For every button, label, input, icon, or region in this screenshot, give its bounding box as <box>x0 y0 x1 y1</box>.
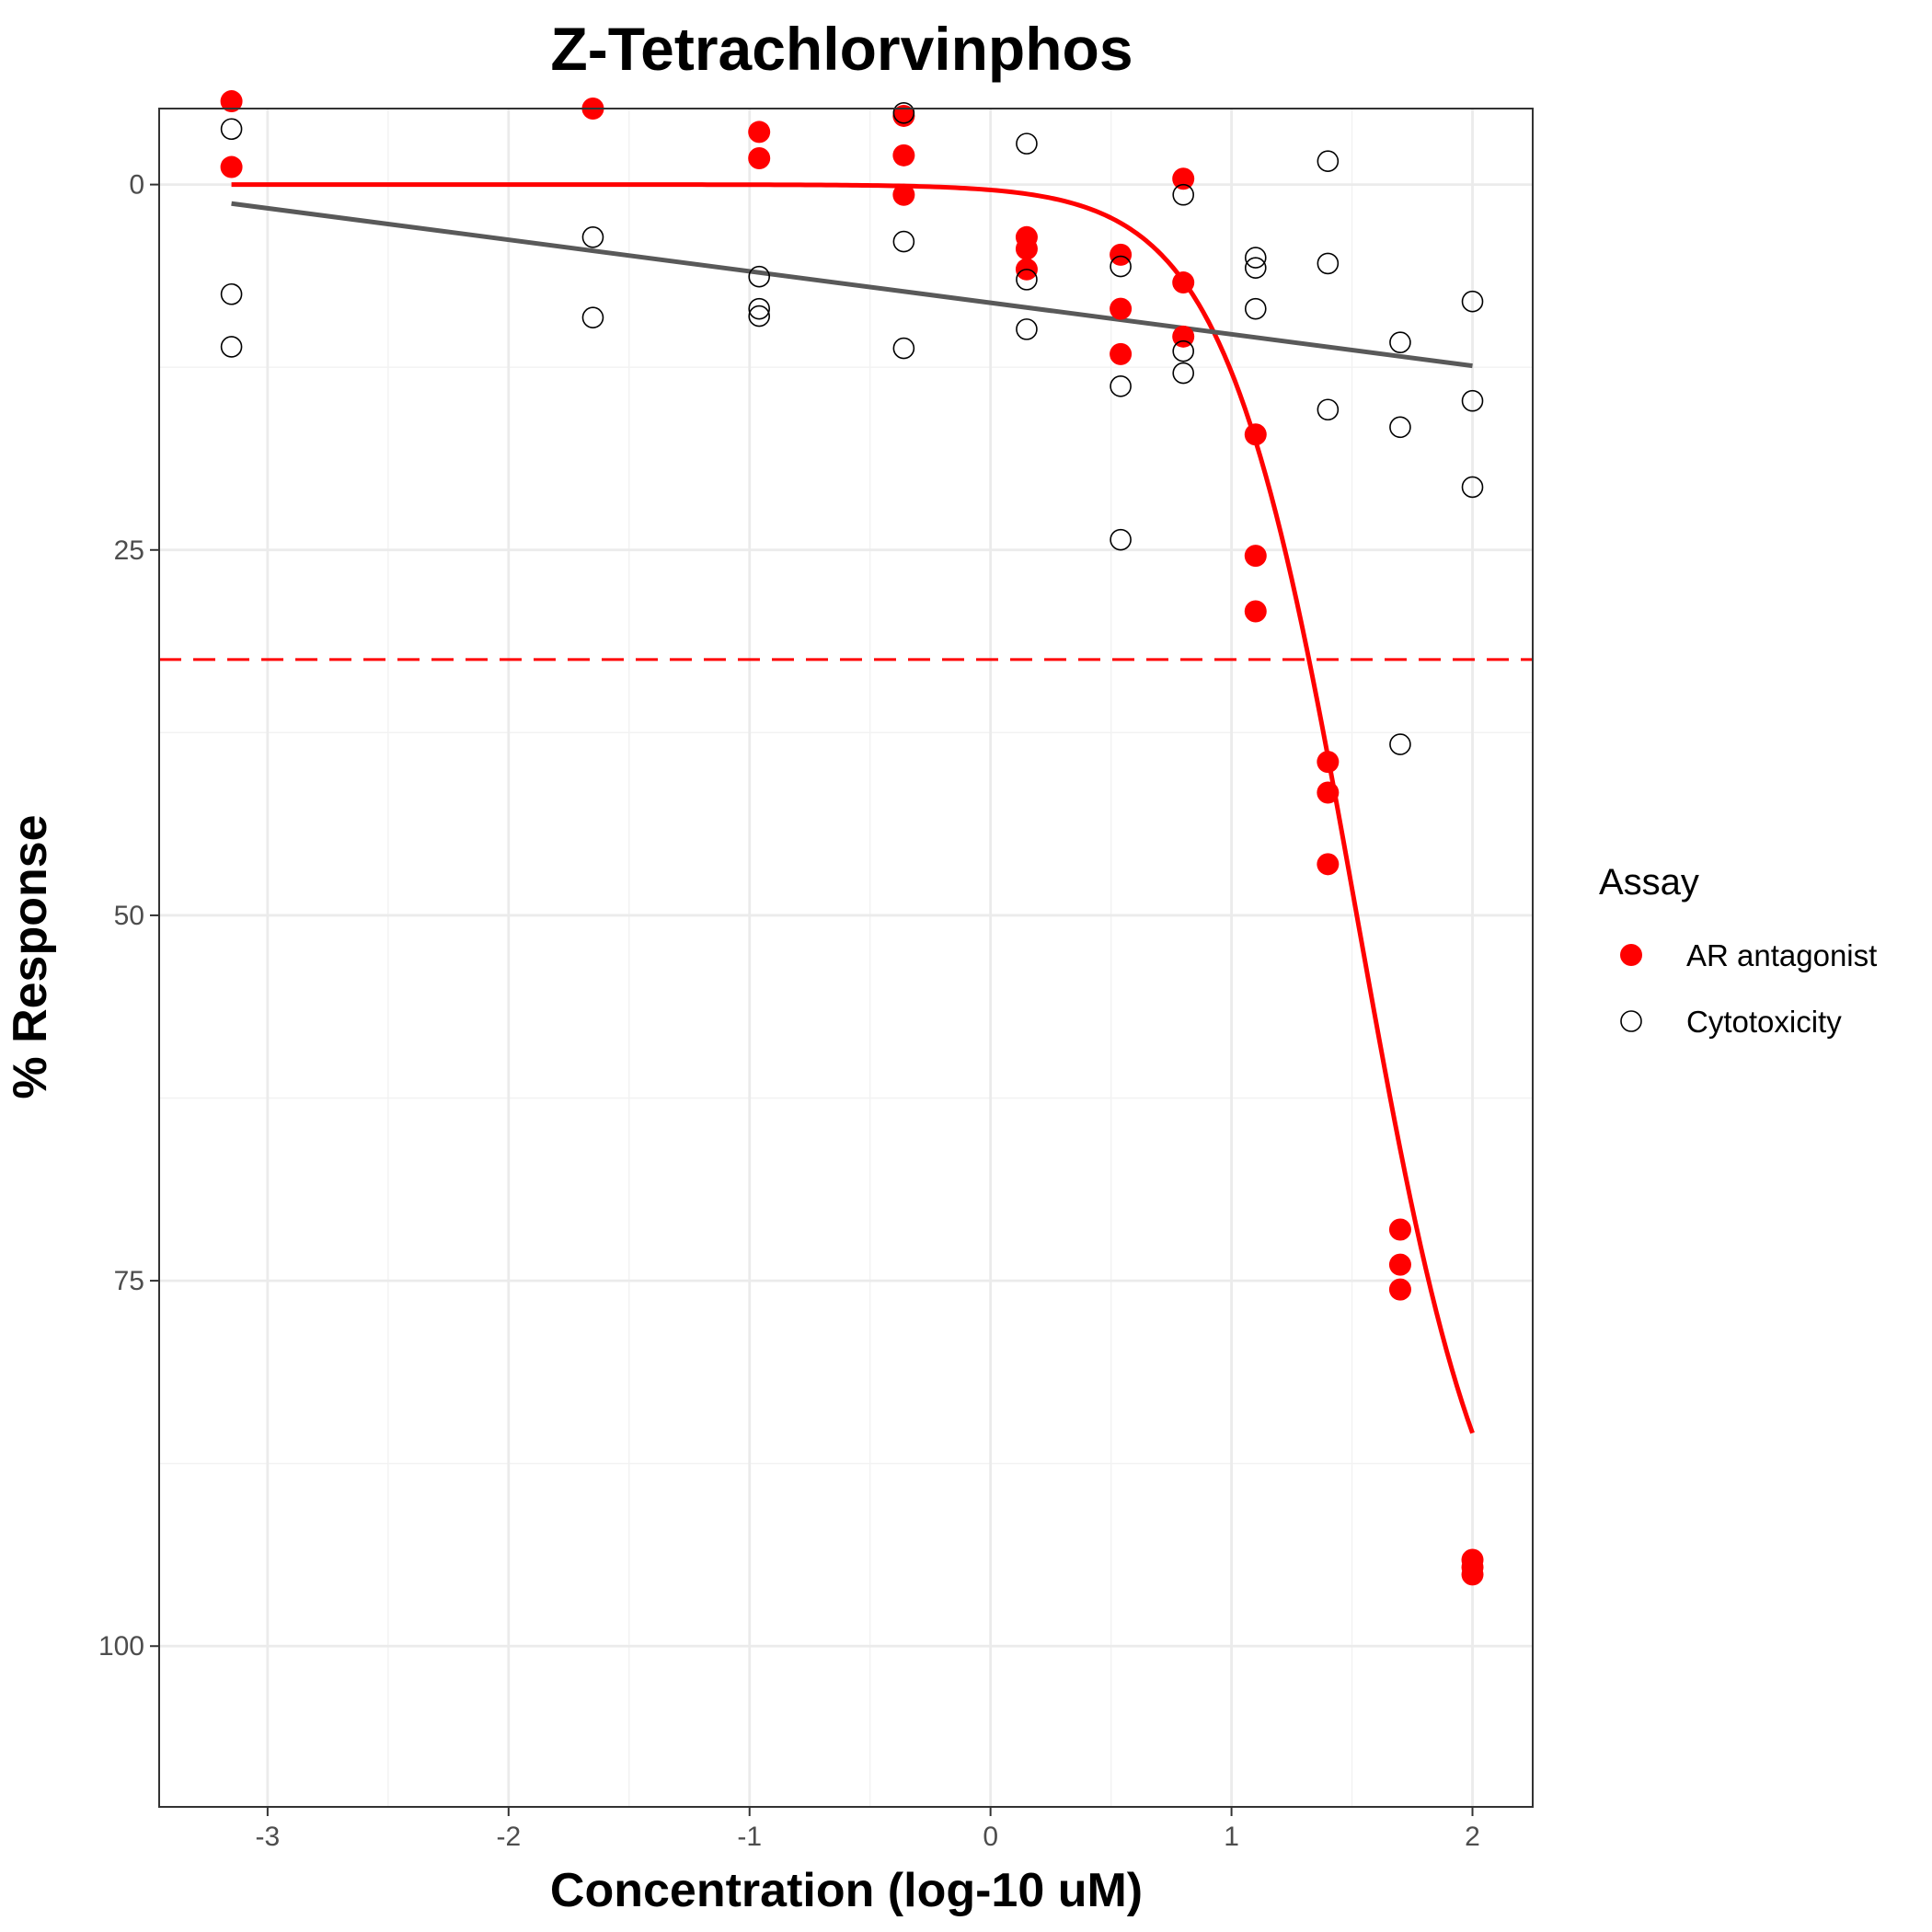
ar-antagonist-point <box>892 144 915 167</box>
cytotoxicity-point <box>892 337 915 360</box>
legend-label-ar-antagonist: AR antagonist <box>1686 938 1877 972</box>
ar-antagonist-point <box>1244 545 1267 568</box>
ar-antagonist-point <box>1317 781 1340 804</box>
ar-antagonist-point <box>1172 271 1195 294</box>
cytotoxicity-point <box>1389 416 1411 439</box>
ar-antagonist-fit-curve <box>231 182 1475 1434</box>
cytotoxicity-point <box>1244 297 1267 320</box>
data-point-layer <box>220 90 1484 1586</box>
cytotoxicity-point <box>1172 183 1195 206</box>
cytotoxicity-point <box>1016 132 1038 155</box>
cytotoxicity-point <box>1172 362 1195 385</box>
ar-antagonist-point <box>1244 600 1267 623</box>
cytotoxicity-point <box>1461 290 1484 313</box>
cytotoxicity-point <box>1461 476 1484 499</box>
ar-antagonist-point <box>892 183 915 206</box>
legend-title: Assay <box>1599 862 1699 903</box>
cytotoxicity-point <box>892 101 915 124</box>
ar-antagonist-point <box>1172 167 1195 190</box>
cytotoxicity-point <box>1110 255 1132 278</box>
ar-antagonist-point <box>1110 243 1133 266</box>
ar-antagonist-point <box>1015 237 1038 260</box>
fit-curve-layer <box>231 182 1475 1434</box>
y-tick-label: 50 <box>114 901 144 931</box>
cytotoxicity-fit-curve <box>231 201 1473 369</box>
y-tick-label: 25 <box>114 535 144 566</box>
cytotoxicity-point <box>748 305 771 328</box>
cytotoxicity-point <box>581 306 604 328</box>
x-tick-label: 0 <box>983 1822 998 1852</box>
cytotoxicity-point <box>220 336 243 358</box>
x-tick-label: 2 <box>1465 1822 1480 1852</box>
cytotoxicity-point <box>1016 269 1038 291</box>
x-axis-title: Concentration (log-10 uM) <box>550 1864 1143 1917</box>
ar-antagonist-point <box>1388 1218 1411 1241</box>
ar-antagonist-point <box>220 90 243 113</box>
y-tick-label: 75 <box>114 1266 144 1296</box>
ar-antagonist-point <box>1388 1278 1411 1301</box>
cytotoxicity-point <box>581 226 604 248</box>
cytotoxicity-point <box>748 297 771 320</box>
cytotoxicity-point <box>220 282 243 305</box>
legend: Assay AR antagonist Cytotoxicity <box>1599 862 1877 1039</box>
panel-border <box>158 108 1534 1808</box>
x-tick-label: -2 <box>496 1822 521 1852</box>
cytotoxicity-point <box>1389 733 1411 755</box>
x-tick-label: 1 <box>1224 1822 1239 1852</box>
ar-antagonist-point <box>1110 342 1133 365</box>
ar-antagonist-point <box>1317 751 1340 774</box>
axis-ticks-layer: -3 -2 -1 0 1 2 0 25 50 75 100 <box>98 170 1480 1852</box>
ar-antagonist-point <box>1388 1253 1411 1276</box>
cytotoxicity-point <box>1016 318 1038 340</box>
cytotoxicity-point <box>1317 252 1340 275</box>
cytotoxicity-point <box>1244 247 1267 269</box>
chart-title: Z-Tetrachlorvinphos <box>550 15 1133 83</box>
cytotoxicity-point <box>1110 375 1132 397</box>
cytotoxicity-point <box>1110 528 1132 551</box>
legend-key-cytotoxicity <box>1620 1010 1642 1032</box>
cytotoxicity-point <box>1461 389 1484 412</box>
cytotoxicity-point <box>1389 331 1411 353</box>
cytotoxicity-point <box>1172 339 1195 362</box>
ar-antagonist-point <box>748 121 771 144</box>
cytotoxicity-point <box>1317 398 1340 421</box>
x-tick-label: -1 <box>737 1822 762 1852</box>
y-tick-label: 100 <box>98 1631 144 1662</box>
cytotoxicity-point <box>1317 150 1340 172</box>
ar-antagonist-point <box>1110 297 1133 320</box>
ar-antagonist-point <box>1461 1563 1484 1586</box>
ar-antagonist-point <box>1244 423 1267 446</box>
y-tick-label: 0 <box>129 170 144 201</box>
x-tick-label: -3 <box>256 1822 281 1852</box>
y-axis-title: % Response <box>4 814 57 1098</box>
ar-antagonist-point <box>220 155 243 178</box>
cytotoxicity-point <box>892 230 915 253</box>
cytotoxicity-point <box>748 265 771 288</box>
ar-antagonist-point <box>748 147 771 170</box>
cytotoxicity-point <box>1244 257 1267 279</box>
ar-antagonist-point <box>1317 853 1340 876</box>
cytotoxicity-point <box>220 118 243 141</box>
legend-key-ar-antagonist <box>1620 944 1642 966</box>
legend-label-cytotoxicity: Cytotoxicity <box>1686 1005 1842 1039</box>
grid-layer <box>159 109 1533 1807</box>
